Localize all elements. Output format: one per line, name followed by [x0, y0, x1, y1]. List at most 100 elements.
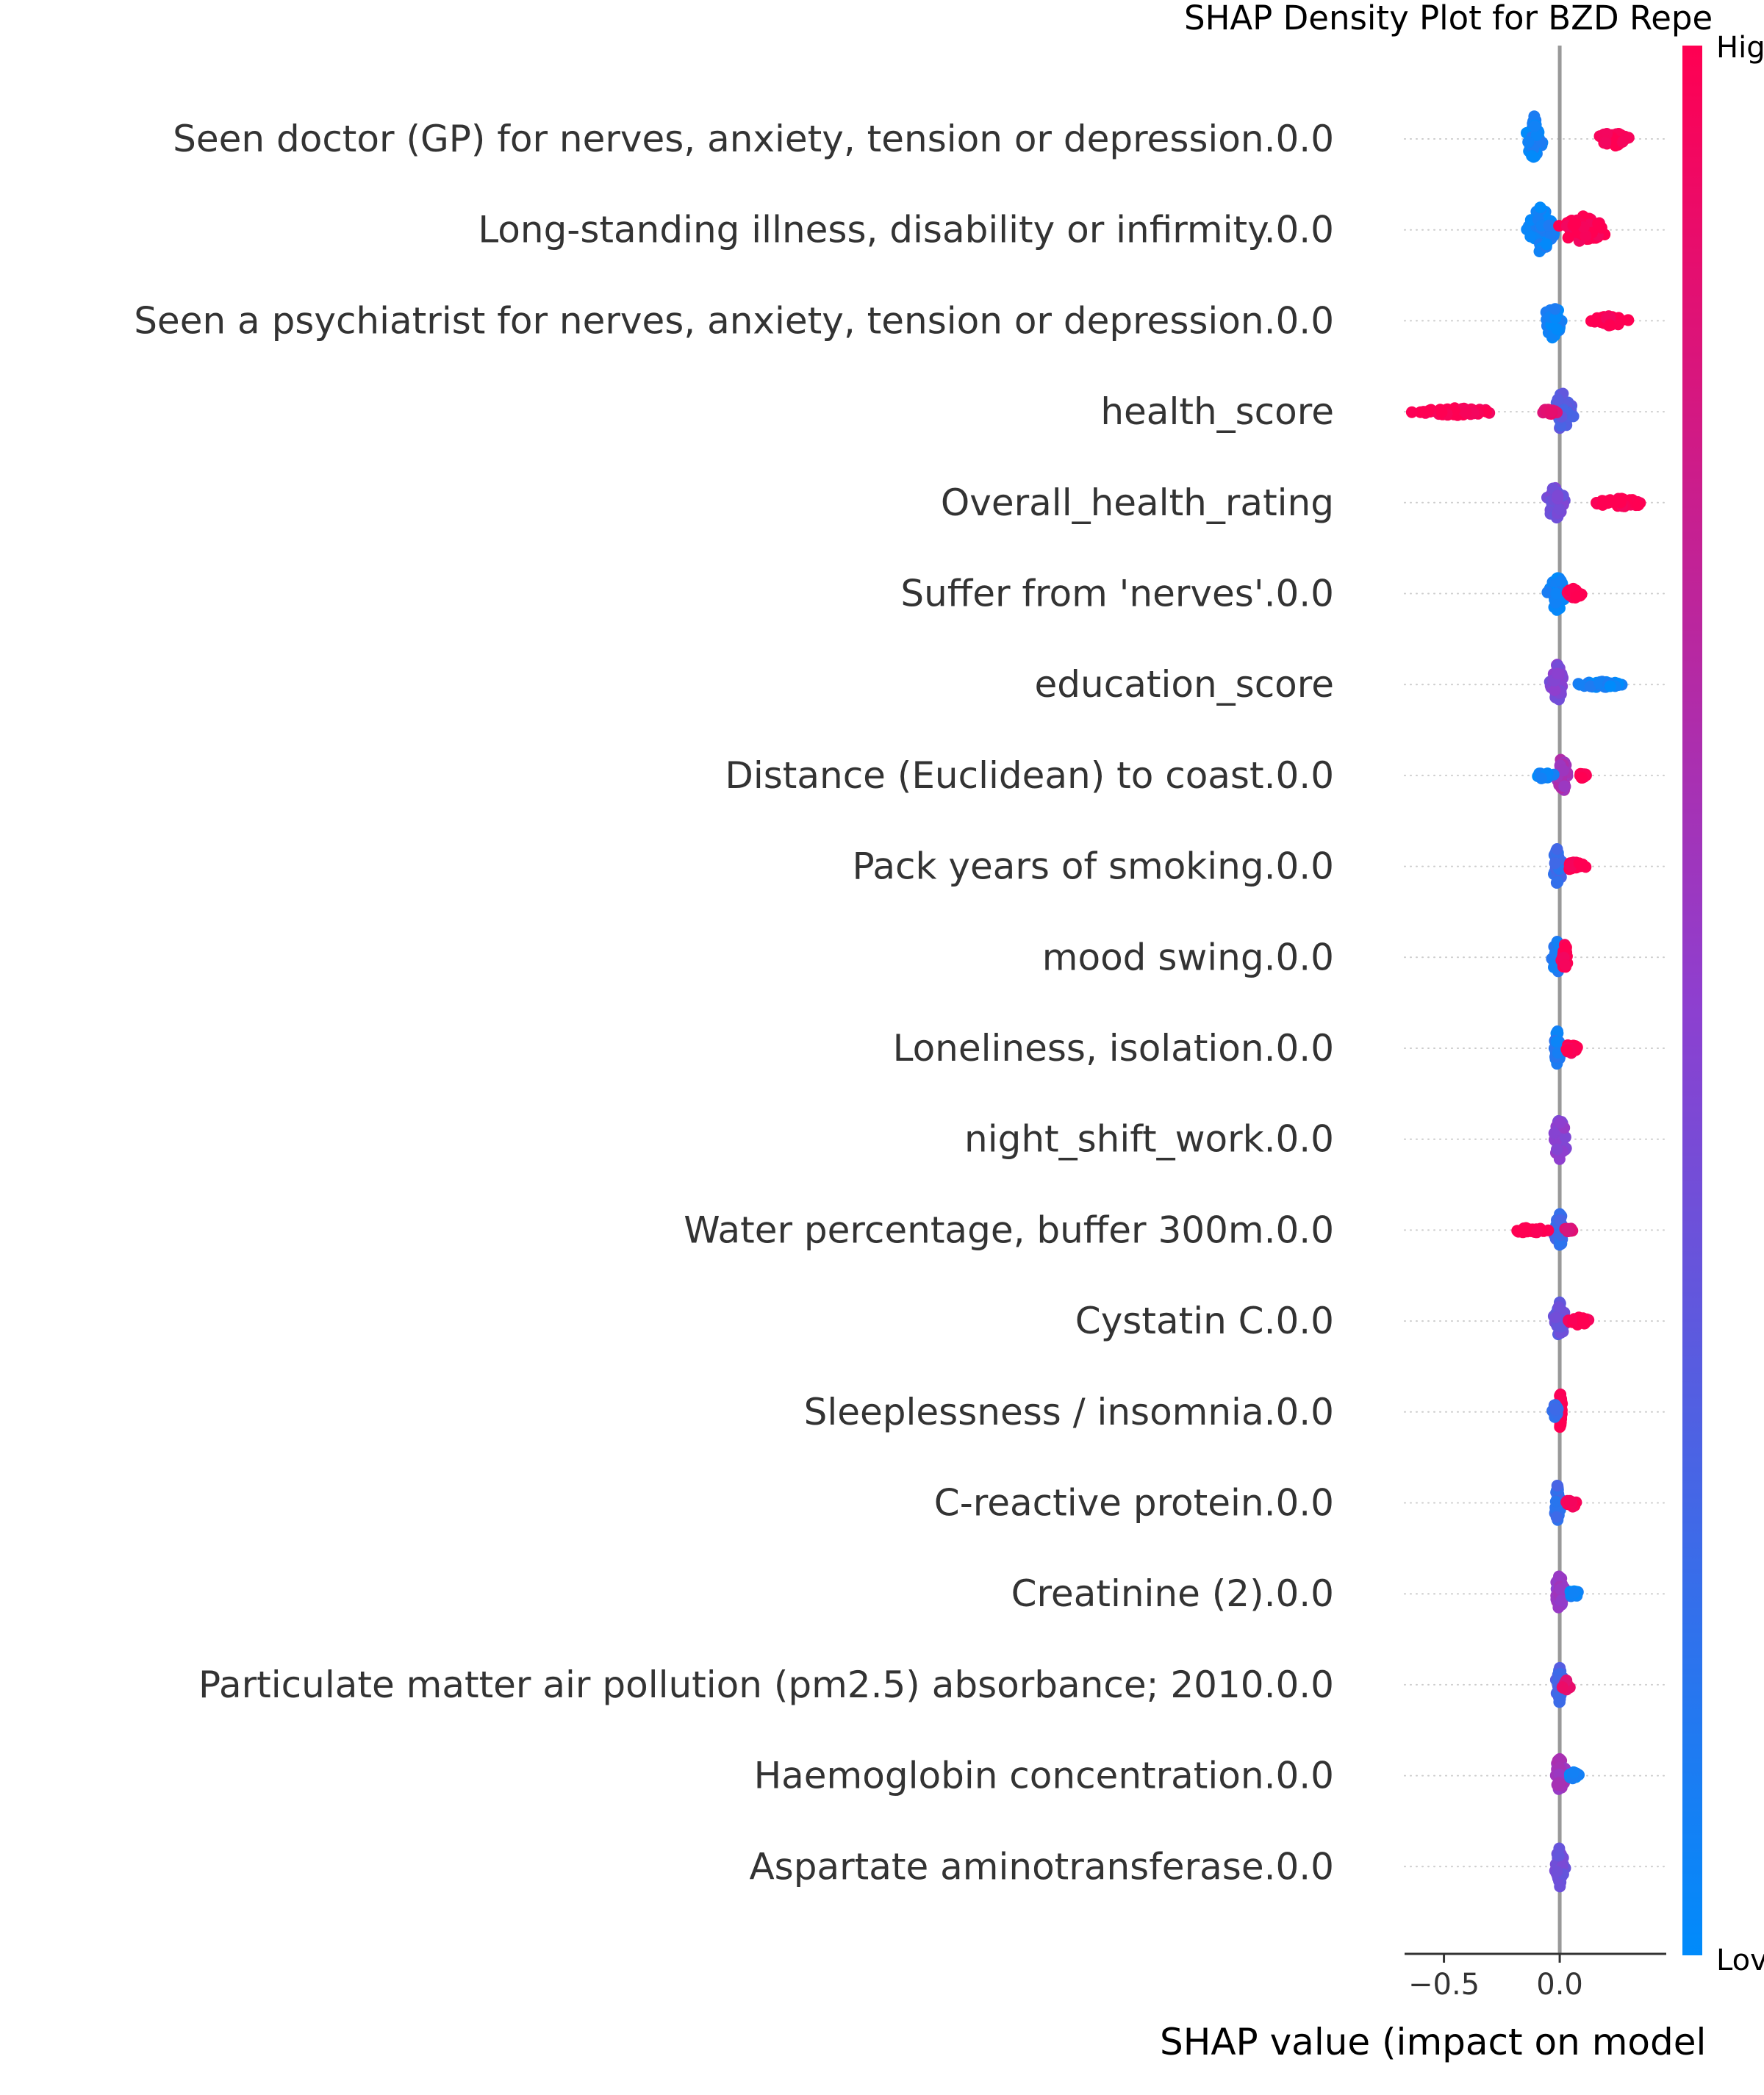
shap-point	[1549, 596, 1562, 609]
shap-point	[1616, 135, 1629, 148]
shap-point	[1553, 1570, 1565, 1583]
shap-point	[1551, 1480, 1563, 1491]
shap-points	[1405, 110, 1646, 1893]
shap-point	[1552, 1777, 1565, 1789]
shap-point	[1522, 136, 1535, 148]
feature-label: Seen doctor (GP) for nerves, anxiety, te…	[173, 118, 1334, 160]
shap-point	[1552, 1849, 1565, 1862]
shap-point	[1554, 1214, 1566, 1226]
shap-point	[1599, 137, 1612, 149]
shap-point	[1567, 219, 1580, 232]
shap-point	[1535, 772, 1548, 784]
shap-point	[1568, 1586, 1580, 1599]
shap-point	[1584, 680, 1596, 692]
x-tick-label: 0.0	[1536, 1968, 1583, 2002]
shap-point	[1592, 218, 1605, 230]
shap-point	[1562, 1225, 1574, 1237]
shap-point	[1552, 1301, 1565, 1314]
x-tick-label: −0.5	[1408, 1968, 1480, 2002]
shap-point	[1563, 1494, 1576, 1507]
shap-point	[1550, 587, 1563, 600]
shap-point	[1562, 232, 1574, 244]
shap-point	[1524, 230, 1537, 243]
shap-point	[1534, 201, 1546, 214]
shap-point	[1585, 315, 1597, 327]
feature-label: Creatinine (2).0.0	[1011, 1572, 1334, 1615]
feature-label: C-reactive protein.0.0	[934, 1482, 1334, 1525]
x-axis-title: SHAP value (impact on model	[1160, 2021, 1706, 2063]
shap-point	[1571, 590, 1582, 603]
shap-point	[1552, 393, 1564, 406]
shap-point	[1541, 586, 1554, 598]
feature-label: Water percentage, buffer 300m.0.0	[684, 1208, 1334, 1251]
shap-point	[1559, 959, 1571, 971]
feature-label: Seen a psychiatrist for nerves, anxiety,…	[134, 299, 1334, 342]
feature-label: Distance (Euclidean) to coast.0.0	[725, 754, 1334, 797]
shap-point	[1577, 859, 1589, 870]
feature-label: Aspartate aminotransferase.0.0	[749, 1845, 1334, 1888]
shap-point	[1549, 312, 1562, 323]
shap-point	[1551, 323, 1563, 335]
shap-point	[1554, 1752, 1566, 1765]
shap-point	[1568, 1766, 1580, 1779]
shap-point	[1575, 771, 1588, 784]
shap-point	[1604, 319, 1616, 332]
shap-point	[1551, 1143, 1563, 1156]
feature-label: mood swing.0.0	[1042, 936, 1334, 978]
shap-point	[1554, 1117, 1566, 1129]
shap-point	[1551, 1866, 1563, 1877]
shap-point	[1530, 129, 1543, 141]
shap-point	[1549, 684, 1561, 696]
shap-point	[1558, 780, 1571, 792]
shap-point	[1561, 1044, 1574, 1056]
shap-point	[1593, 677, 1606, 689]
shap-point	[1550, 1036, 1563, 1048]
shap-point	[1550, 1511, 1563, 1523]
shap-point	[1604, 680, 1616, 692]
shap-point	[1632, 499, 1645, 511]
shap-point	[1405, 406, 1418, 418]
shap-point	[1553, 503, 1566, 515]
shap-point	[1555, 1583, 1567, 1595]
feature-label: Pack years of smoking.0.0	[853, 845, 1335, 888]
shap-point	[1559, 1131, 1571, 1143]
shap-point	[1552, 875, 1564, 888]
feature-label: night_shift_work.0.0	[964, 1118, 1334, 1161]
shap-point	[1549, 1311, 1562, 1324]
feature-label: Overall_health_rating	[941, 481, 1334, 524]
shap-point	[1553, 1769, 1566, 1780]
feature-label: Cystatin C.0.0	[1075, 1300, 1334, 1342]
shap-point	[1568, 1313, 1580, 1325]
shap-point	[1556, 1681, 1568, 1694]
shap-point	[1574, 678, 1586, 691]
feature-label: education_score	[1035, 663, 1334, 706]
x-axis-ticks: −0.5 0.0	[1408, 1954, 1583, 2002]
shap-point	[1528, 120, 1541, 132]
feature-label: Loneliness, isolation.0.0	[893, 1027, 1334, 1070]
shap-point	[1555, 1594, 1568, 1607]
feature-label: Haemoglobin concentration.0.0	[754, 1755, 1334, 1797]
shap-point	[1545, 229, 1557, 241]
shap-point	[1549, 303, 1561, 315]
feature-label: Sleeplessness / insomnia.0.0	[804, 1391, 1334, 1433]
shap-point	[1552, 490, 1564, 502]
shap-point	[1577, 1312, 1589, 1325]
shap-point	[1555, 575, 1567, 587]
feature-label: Particulate matter air pollution (pm2.5)…	[198, 1664, 1334, 1706]
feature-rows: Seen doctor (GP) for nerves, anxiety, te…	[134, 118, 1667, 1888]
shap-point	[1526, 150, 1538, 162]
shap-point	[1548, 961, 1560, 973]
shap-point	[1552, 667, 1563, 680]
shap-point	[1460, 407, 1472, 419]
colorbar-low-label: Lov	[1716, 1944, 1764, 1977]
shap-point	[1622, 314, 1635, 326]
shap-point	[1609, 495, 1621, 508]
shap-point	[1599, 496, 1611, 509]
shap-point	[1545, 406, 1557, 418]
shap-point	[1531, 1226, 1543, 1239]
feature-label: health_score	[1100, 390, 1334, 433]
shap-point	[1549, 857, 1561, 870]
shap-point	[1550, 1403, 1562, 1416]
shap-point	[1551, 843, 1563, 855]
